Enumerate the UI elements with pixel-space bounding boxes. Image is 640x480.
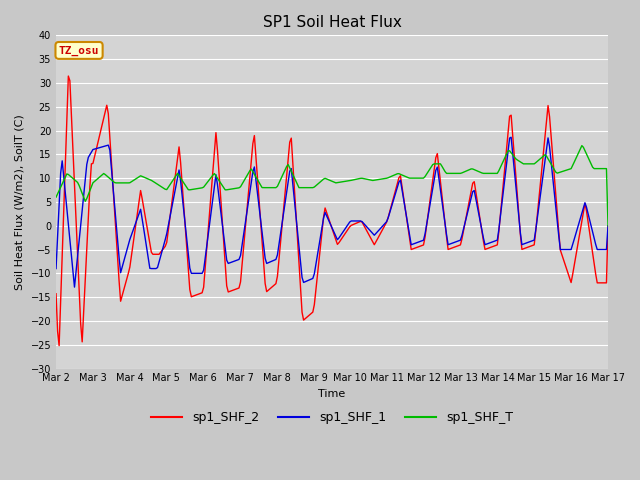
Y-axis label: Soil Heat Flux (W/m2), SoilT (C): Soil Heat Flux (W/m2), SoilT (C) [15, 114, 25, 290]
Title: SP1 Soil Heat Flux: SP1 Soil Heat Flux [262, 15, 401, 30]
Text: TZ_osu: TZ_osu [59, 45, 99, 56]
X-axis label: Time: Time [318, 389, 346, 399]
Legend: sp1_SHF_2, sp1_SHF_1, sp1_SHF_T: sp1_SHF_2, sp1_SHF_1, sp1_SHF_T [146, 406, 518, 429]
